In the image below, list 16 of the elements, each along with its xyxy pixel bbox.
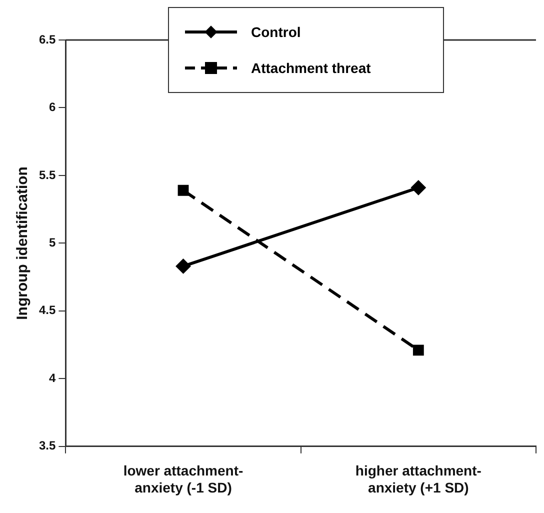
legend-label: Control <box>251 24 301 40</box>
x-tick-label: higher attachment-anxiety (+1 SD) <box>355 462 482 496</box>
y-axis-title: Ingroup identification <box>14 166 32 320</box>
y-tick-label: 5.5 <box>38 168 56 182</box>
y-tick-label: 6 <box>48 100 56 114</box>
point <box>176 258 191 274</box>
point <box>410 180 426 196</box>
point <box>178 184 189 196</box>
legend-label: Attachment threat <box>251 60 371 76</box>
y-tick-label: 4.5 <box>38 303 56 318</box>
y-tick-label: 5 <box>48 236 56 250</box>
x-tick-label: lower attachment-anxiety (-1 SD) <box>123 462 244 496</box>
y-tick-label: 3.5 <box>38 438 56 453</box>
y-tick-label: 6.5 <box>38 32 56 46</box>
point <box>412 344 424 356</box>
y-tick-label: 4 <box>48 370 56 385</box>
